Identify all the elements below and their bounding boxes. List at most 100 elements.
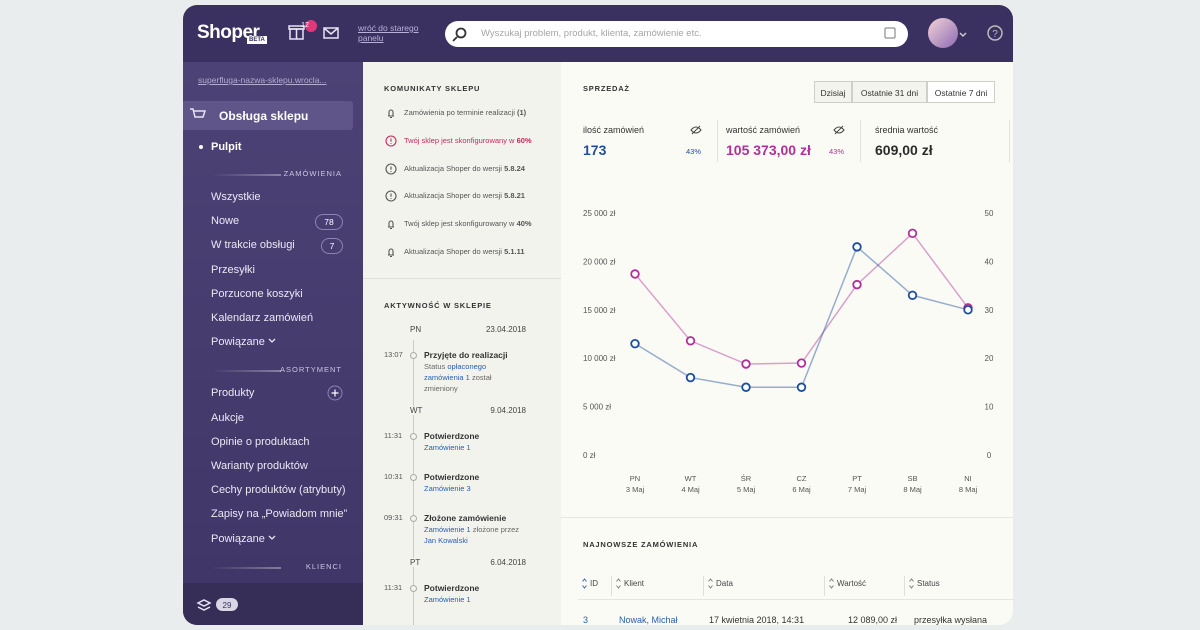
y-tick-label: 25 000 zł [583, 209, 616, 218]
event-text: Status [424, 362, 448, 371]
notice[interactable]: Aktualizacja Shoper do wersji 5.1.11 [404, 245, 525, 259]
stat-divider [860, 120, 861, 162]
series-point [852, 242, 862, 252]
menu-item[interactable]: Powiązane [211, 532, 265, 545]
menu-item[interactable]: Nowe [211, 215, 240, 228]
stat-change: 43% [685, 147, 701, 156]
y-tick-label: 10 000 zł [583, 354, 616, 363]
gift-badge: 12 [301, 22, 309, 29]
middle-panel [363, 62, 561, 625]
active-item[interactable]: Pulpit [211, 141, 242, 153]
date: 23.04.2018 [485, 325, 526, 334]
event[interactable]: 10:31 Potwierdzone Zamówienie 3 [363, 471, 524, 502]
shop-link[interactable]: superfluga-nazwa-sklepu.wrocla... [198, 75, 327, 85]
info-icon [385, 163, 397, 175]
group-title: ASORTYMENT [280, 365, 342, 375]
icon [385, 163, 397, 175]
event[interactable]: 13:07 Przyjęte do realizacji Status opłaco… [363, 349, 524, 402]
table-cell[interactable]: Nowak, Michał [619, 615, 678, 625]
column-header[interactable]: Data [716, 579, 733, 588]
event[interactable]: 09:31 Złożone zamówienie Zamówienie 1 złoż… [363, 512, 524, 554]
event-title: Potwierdzone [424, 431, 480, 441]
x-tick-date: 3 Maj [626, 485, 645, 494]
menu-item[interactable]: Opinie o produktach [211, 435, 310, 448]
day-row: WT 9.04.2018 [363, 402, 561, 420]
event-title: Potwierdzone [424, 583, 480, 593]
column-header[interactable]: ID [590, 579, 598, 588]
sort-icon [829, 578, 834, 589]
divider [363, 278, 561, 279]
y2-tick-label: 30 [985, 306, 994, 315]
menu-item[interactable]: Zapisy na „Powiadom mnie” [211, 508, 348, 521]
event-link[interactable]: opłaconego zamówienia 1 [424, 362, 487, 382]
date: 6.04.2018 [490, 558, 526, 567]
menu-item[interactable]: Kalendarz zamówień [211, 312, 314, 324]
old-panel-link[interactable]: wróć do starego panelu [358, 23, 419, 43]
notice-text: Aktualizacja Shoper do wersji [404, 191, 505, 201]
section-title: SPRZEDAŻ [583, 84, 630, 93]
sales-chart: 0 zł 5 000 zł 10 000 zł 15 000 zł 20 000 zł 2… [583, 209, 994, 494]
event-link[interactable]: Jan Kowalski [424, 536, 468, 545]
notice[interactable]: Twój sklep jest skonfigurowany w 40% [404, 217, 532, 231]
series-point [741, 359, 751, 369]
stat-value: 105 373,00 zł [726, 142, 811, 158]
notice[interactable]: Aktualizacja Shoper do wersji 5.8.21 [404, 189, 525, 203]
menu-item[interactable]: Produkty [211, 387, 255, 400]
logo[interactable]: Shoper [197, 22, 260, 43]
menu-item[interactable]: Wszystkie [211, 191, 261, 203]
search-placeholder[interactable]: Wyszukaj problem, produkt, klienta, zamó… [481, 28, 702, 39]
section-highlight[interactable] [183, 101, 353, 130]
menu-item[interactable]: Przesyłki [211, 263, 256, 276]
event-time: 11:31 [384, 583, 403, 592]
hide-icon [690, 125, 702, 135]
y-tick-label: 0 zł [583, 451, 596, 460]
event[interactable]: 11:31 Potwierdzone Zamówienie 1 [363, 582, 524, 613]
notice[interactable]: Zamówienia po terminie realizacji (1) [404, 106, 526, 120]
icon [388, 109, 394, 119]
event-link[interactable]: Zamówienie 1 [424, 525, 471, 534]
event-link[interactable]: Zamówienie 1 [424, 443, 471, 452]
add-button [327, 385, 343, 401]
column-header[interactable]: Status [917, 579, 940, 588]
x-tick-label: PT [852, 474, 862, 483]
activity-feed: PN 23.04.2018 13:07 Przyjęte do realizacji S… [363, 321, 561, 613]
event-details: Zamówienie 1 złożone przez Jan Kowalski [424, 524, 524, 546]
range-button[interactable]: Dzisiaj [814, 81, 852, 103]
column-rule [824, 576, 825, 596]
table-cell[interactable]: 3 [583, 615, 589, 625]
day: WT [408, 406, 425, 415]
notice-bold: 5.1.11 [504, 247, 525, 256]
table-rule [578, 599, 1013, 600]
y2-tick-label: 0 [987, 451, 992, 460]
icon [833, 125, 845, 135]
menu-item[interactable]: Warianty produktów [211, 460, 308, 472]
x-tick-date: 5 Maj [737, 485, 756, 494]
notice[interactable]: Twój sklep jest skonfigurowany w 60% [404, 134, 532, 148]
range-button[interactable]: Ostatnie 31 dni [852, 81, 927, 103]
series-point [685, 336, 696, 346]
menu-item[interactable]: Aukcje [211, 411, 245, 424]
x-tick-date: 8 Maj [959, 485, 978, 494]
menu-item[interactable]: Cechy produktów (atrybuty) [211, 484, 346, 497]
notice-bold: 60% [516, 135, 532, 145]
event-details: Status opłaconego zamówienia 1 został zm… [424, 361, 524, 394]
event[interactable]: 11:31 Potwierdzone Zamówienie 1 [363, 430, 524, 461]
search-box[interactable] [445, 21, 908, 47]
event-dot [410, 585, 417, 592]
column-header[interactable]: Wartość [837, 579, 867, 588]
menu-item[interactable]: W trakcie obsługi [211, 239, 295, 252]
column-header[interactable]: Klient [624, 579, 645, 588]
menu-item[interactable]: Porzucone koszyki [211, 287, 303, 300]
event-link[interactable]: Zamówienie 3 [424, 484, 471, 493]
beta-badge: BETA [247, 36, 267, 44]
x-tick-label: ŚR [741, 474, 752, 483]
event-title: Złożone zamówienie [424, 513, 507, 523]
menu-item[interactable]: Powiązane [211, 336, 265, 349]
series-line [634, 232, 969, 365]
footer-count: 29 [222, 601, 232, 610]
section-title[interactable]: Obsługa sklepu [219, 109, 309, 123]
notice[interactable]: Aktualizacja Shoper do wersji 5.8.24 [404, 162, 525, 176]
stat-value: 609,00 zł [875, 142, 933, 158]
range-button[interactable]: Ostatnie 7 dni [927, 81, 995, 103]
event-link[interactable]: Zamówienie 1 [424, 595, 471, 604]
